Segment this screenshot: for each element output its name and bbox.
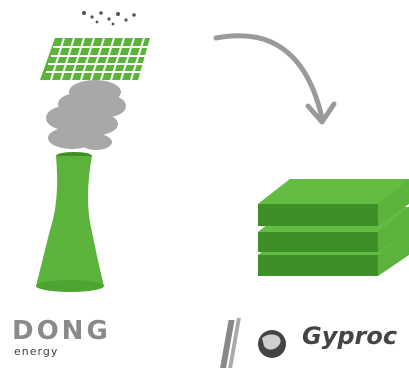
smoke-icon [46, 80, 126, 150]
gyproc-globe-icon [220, 318, 286, 368]
gypsum-boards-icon [258, 179, 409, 276]
curved-arrow-icon [213, 33, 337, 125]
dong-logo-text: DONG [12, 316, 111, 346]
particles-icon [82, 11, 136, 26]
gyproc-logo-text: Gyproc [302, 322, 398, 350]
filter-grid-icon [40, 37, 150, 81]
power-plant-chimney-icon [36, 152, 104, 292]
dong-logo-subtext: energy [14, 345, 59, 358]
